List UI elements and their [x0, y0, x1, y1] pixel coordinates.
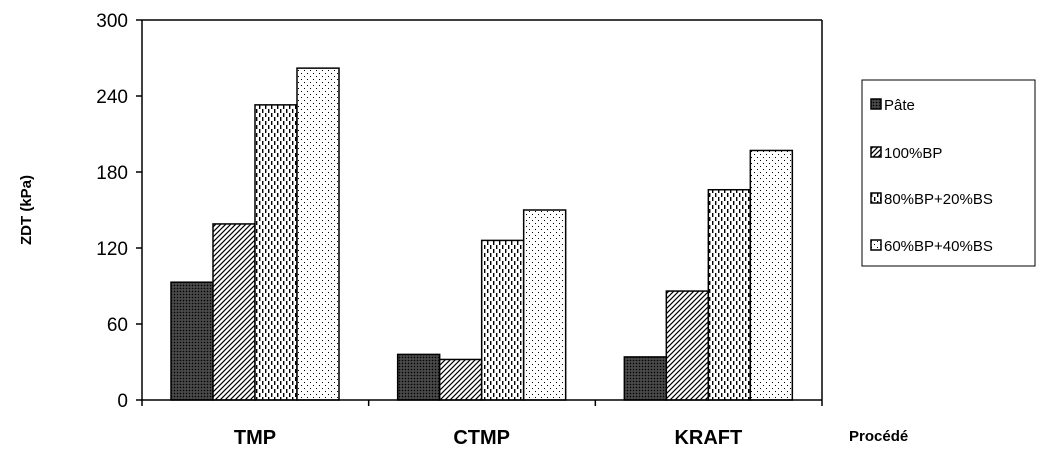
- y-tick-label: 0: [117, 391, 128, 412]
- legend-swatch: [870, 192, 882, 204]
- bar-kraft-series-3: [707, 188, 752, 401]
- bar-tmp-series-2: [212, 223, 256, 401]
- bar-tmp-series-4: [296, 67, 340, 401]
- x-axis-title: Procédé: [849, 428, 908, 445]
- legend-swatch: [870, 98, 882, 110]
- y-tick-label: 60: [107, 315, 128, 336]
- legend-swatch: [870, 239, 882, 251]
- y-tick-label: 180: [96, 163, 128, 184]
- bar-kraft-series-2: [665, 290, 710, 401]
- plot-area: [142, 19, 823, 400]
- bar-ctmp-series-3: [480, 239, 525, 401]
- y-tick-label: 120: [96, 239, 128, 260]
- bar-ctmp-series-4: [522, 209, 567, 401]
- x-category-label: CTMP: [453, 427, 510, 449]
- bar-ctmp-series-1: [396, 353, 441, 401]
- bars-group: [170, 67, 794, 401]
- axes-group: 0 60 120 180 240 300 TMP CTMP KRAFT: [96, 11, 823, 449]
- x-category-label: TMP: [234, 427, 276, 449]
- legend-swatch: [870, 146, 882, 158]
- bar-kraft-series-4: [749, 149, 794, 401]
- y-tick-label: 240: [96, 87, 128, 108]
- bar-tmp-series-3: [254, 104, 298, 401]
- y-axis-title: ZDT (kPa): [18, 175, 35, 245]
- bar-kraft-series-1: [623, 356, 668, 401]
- x-category-label: KRAFT: [674, 427, 742, 449]
- legend: Pâte 100%BP 80%BP+20%BS 60%BP+40%BS: [861, 79, 1036, 267]
- legend-label: 100%BP: [884, 145, 942, 162]
- bar-tmp-series-1: [170, 281, 214, 401]
- legend-label: Pâte: [884, 97, 915, 114]
- y-tick-label: 300: [96, 11, 128, 32]
- legend-box: [861, 79, 1036, 267]
- bar-ctmp-series-2: [438, 358, 483, 401]
- legend-label: 80%BP+20%BS: [884, 191, 993, 208]
- legend-label: 60%BP+40%BS: [884, 238, 993, 255]
